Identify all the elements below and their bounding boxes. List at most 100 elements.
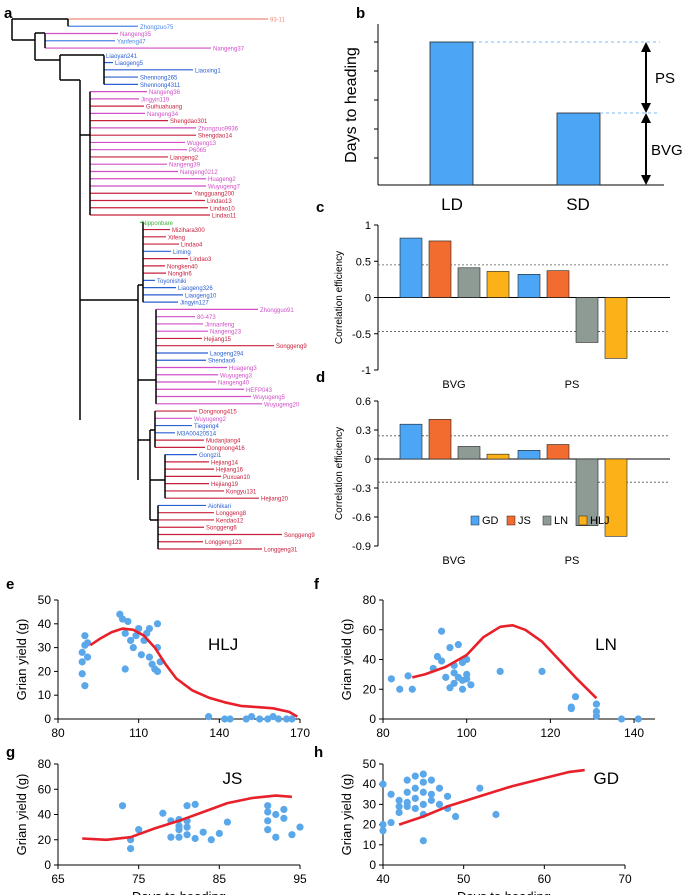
b-bar-sd: [556, 112, 601, 186]
panel-label-h: h: [314, 744, 323, 761]
data-point: [264, 817, 272, 825]
bar-gd-ps: [517, 273, 541, 298]
data-point: [124, 617, 132, 626]
tree-leaf-label: Liaogeng5: [115, 61, 144, 67]
tree-leaf-label: Wuyugeng7: [208, 184, 241, 190]
x-tick-label: 170: [290, 726, 310, 740]
data-point: [127, 844, 135, 853]
b-annot-bvg: BVG: [651, 142, 683, 159]
bar-js-ps: [546, 444, 570, 460]
data-point: [634, 715, 642, 723]
tree-leaf-label: Dongnong416: [207, 446, 245, 452]
y-tick-label: 20: [38, 833, 52, 847]
data-point: [403, 802, 411, 811]
y-tick-label: 50: [38, 593, 52, 607]
chart-title: GD: [594, 769, 620, 788]
tree-leaf-label: Kendao12: [216, 518, 244, 524]
x-tick-label: 65: [51, 872, 65, 886]
fitted-curve: [411, 624, 598, 700]
tree-leaf-label: Lindao13: [207, 199, 232, 205]
data-point: [183, 823, 191, 831]
y-tick-label: 10: [38, 688, 52, 702]
data-point: [567, 704, 575, 713]
tree-leaf-label: Lindao10: [210, 206, 235, 212]
data-point: [280, 814, 288, 822]
data-point: [450, 679, 458, 687]
panel-label-c: c: [316, 199, 324, 216]
data-point: [419, 778, 427, 786]
tree-leaf-label: Puxuan10: [223, 475, 251, 481]
chart-f-ln-scatter: 0 20 40 60 80 80 100 120 140 LN Grian yield (g): [339, 593, 655, 740]
y-tick-label: 80: [363, 593, 377, 607]
tree-leaf-label: Shennong265: [140, 76, 178, 82]
data-point: [207, 836, 215, 844]
x-tick-label: 80: [376, 726, 390, 740]
data-point: [223, 818, 231, 826]
bar-js-ps: [546, 270, 570, 298]
tree-leaf-label: HEFP043: [246, 388, 273, 394]
y-tick-label: 0.3: [356, 425, 371, 437]
fitted-curve: [398, 768, 585, 826]
y-tick-label: 30: [38, 641, 52, 655]
tree-leaf-label: Songgeng9: [284, 533, 315, 539]
y-tick-label: 50: [363, 757, 377, 771]
tree-leaf-label: Liangeng2: [170, 155, 199, 161]
y-tick-label: 0: [365, 293, 371, 305]
y-axis-label: Correlation efficiency: [334, 251, 345, 344]
tree-leaf-label: Nangeng37: [213, 47, 245, 53]
data-point: [387, 675, 395, 683]
data-point: [617, 715, 626, 723]
tree-leaf-label: Mudanjiang4: [206, 439, 241, 445]
y-tick-label: 0.5: [356, 256, 371, 268]
data-point: [132, 632, 140, 640]
data-point: [145, 653, 154, 661]
y-axis-label: Grian yield (g): [339, 619, 354, 701]
data-point: [395, 802, 403, 811]
x-tick-label: 85: [213, 872, 227, 886]
data-point: [463, 655, 471, 664]
fitted-curve: [89, 627, 298, 718]
tree-leaf-label: P6065: [189, 148, 207, 154]
tree-leaf-label: Jingyin127: [180, 301, 209, 307]
bar-gd-bvg: [399, 423, 423, 460]
tree-leaf-label: Nonglin6: [168, 272, 192, 278]
data-point: [395, 796, 403, 804]
x-tick-label: 140: [209, 726, 229, 740]
tree-leaf-label: Nongken40: [167, 264, 198, 270]
data-point: [437, 657, 446, 665]
bar-hlj-bvg: [486, 271, 510, 298]
tree-leaf-label: Xifeng: [168, 235, 185, 241]
data-point: [215, 829, 223, 838]
tree-leaf-label: Tiegeng4: [194, 424, 219, 430]
data-point: [592, 712, 601, 720]
data-point: [118, 802, 127, 810]
data-point: [443, 792, 452, 800]
tree-leaf-label: Liaogeng10: [185, 293, 217, 299]
panel-label-f: f: [314, 576, 320, 593]
tree-leaf-label: Aiohikari: [208, 504, 231, 510]
data-point: [264, 715, 272, 723]
data-point: [396, 685, 404, 693]
data-point: [282, 715, 291, 723]
tree-leaf-label: Zhongzuo9936: [198, 126, 239, 132]
tree-leaf-label: Liaoxing1: [195, 68, 221, 74]
chart-title: JS: [223, 769, 243, 788]
chart-e-hlj-scatter: 0 10 20 30 40 50 80 110 140 170 HLJ Grian yield (g): [14, 593, 310, 740]
legend-swatch-js: [506, 515, 516, 526]
tree-leaf-label: Shengdao301: [170, 119, 208, 125]
tree-leaf-label: Zhongzuo75: [140, 25, 174, 31]
bar-ln-ps: [575, 458, 599, 526]
data-point: [280, 805, 288, 814]
tree-leaf-label: Guihuahuang: [146, 105, 182, 111]
tree-leaf-label: Songgeng9: [276, 344, 307, 350]
data-point: [403, 788, 411, 796]
data-point: [442, 673, 450, 681]
data-point: [121, 665, 129, 673]
data-point: [419, 837, 427, 845]
y-tick-label: 0: [44, 712, 51, 726]
x-tick-label: 60: [538, 872, 552, 886]
y-tick-label: 0: [369, 712, 376, 726]
data-point: [153, 667, 162, 676]
